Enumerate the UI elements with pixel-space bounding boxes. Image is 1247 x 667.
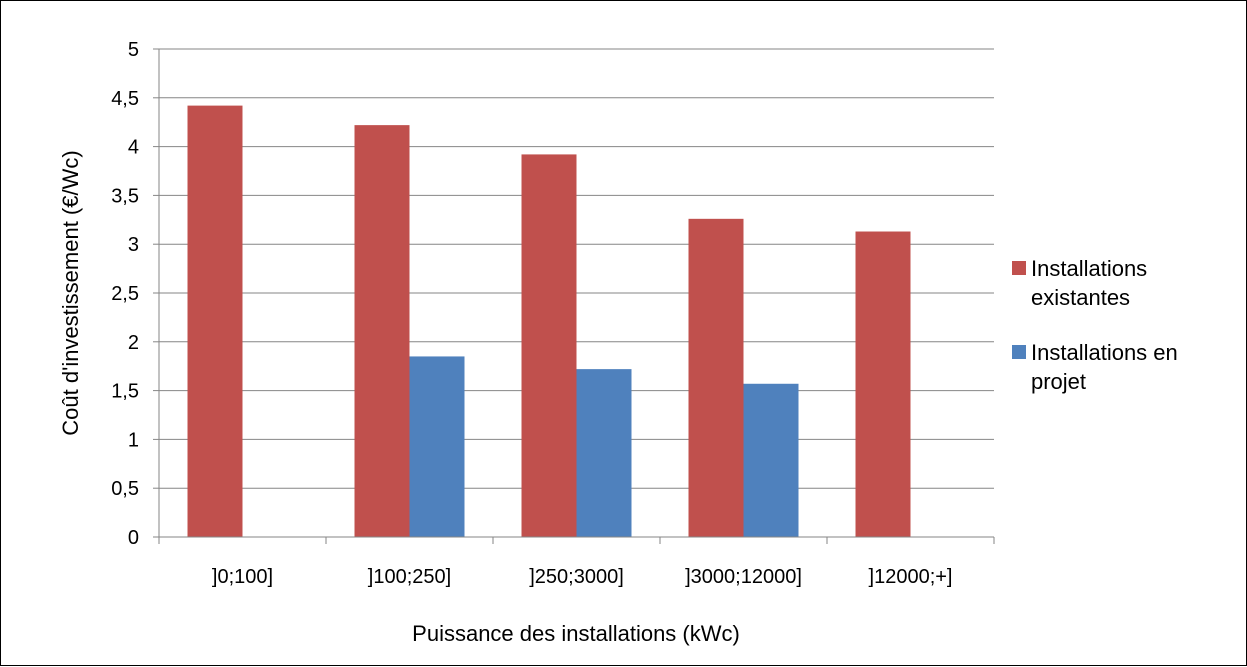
y-tick-label: 0 <box>128 527 139 549</box>
bar <box>688 218 744 537</box>
bars <box>187 105 911 538</box>
y-axis-title: Coût d'investissement (€/Wc) <box>58 150 83 435</box>
y-tick-label: 4,5 <box>111 88 139 110</box>
bar <box>521 154 577 537</box>
y-tick-label: 3 <box>128 234 139 256</box>
y-tick-labels: 0 0,5 1 1,5 2 2,5 3 3,5 4 4,5 5 <box>111 39 139 549</box>
x-axis-title: Puissance des installations (kWc) <box>412 621 740 646</box>
legend-label: Installations existantes <box>1031 256 1147 310</box>
y-tick-label: 4 <box>128 137 139 159</box>
y-tick-label: 2 <box>128 332 139 354</box>
x-tick-label: ]12000;+] <box>869 566 953 588</box>
legend: Installations existantes Installations en p… <box>1012 256 1178 394</box>
bar <box>855 231 911 537</box>
y-tick-label: 5 <box>128 39 139 61</box>
y-tick-label: 3,5 <box>111 185 139 207</box>
axes <box>158 49 995 544</box>
y-tick-label: 2,5 <box>111 283 139 305</box>
x-tick-labels: ]0;100] ]100;250] ]250;3000] ]3000;12000] ]1… <box>212 566 953 588</box>
bar <box>743 383 799 537</box>
bar <box>409 356 465 537</box>
legend-label: Installations en projet <box>1031 340 1178 394</box>
bar <box>576 369 632 537</box>
x-tick-label: ]250;3000] <box>529 566 624 588</box>
y-tick-label: 1 <box>128 429 139 451</box>
bar <box>187 105 243 537</box>
x-tick-label: ]3000;12000] <box>685 566 802 588</box>
x-tick-label: ]100;250] <box>368 566 451 588</box>
y-tick-label: 1,5 <box>111 381 139 403</box>
y-tick-label: 0,5 <box>111 478 139 500</box>
bar <box>354 125 410 538</box>
x-tick-label: ]0;100] <box>212 566 273 588</box>
legend-swatch <box>1012 261 1026 275</box>
legend-swatch <box>1012 345 1026 359</box>
